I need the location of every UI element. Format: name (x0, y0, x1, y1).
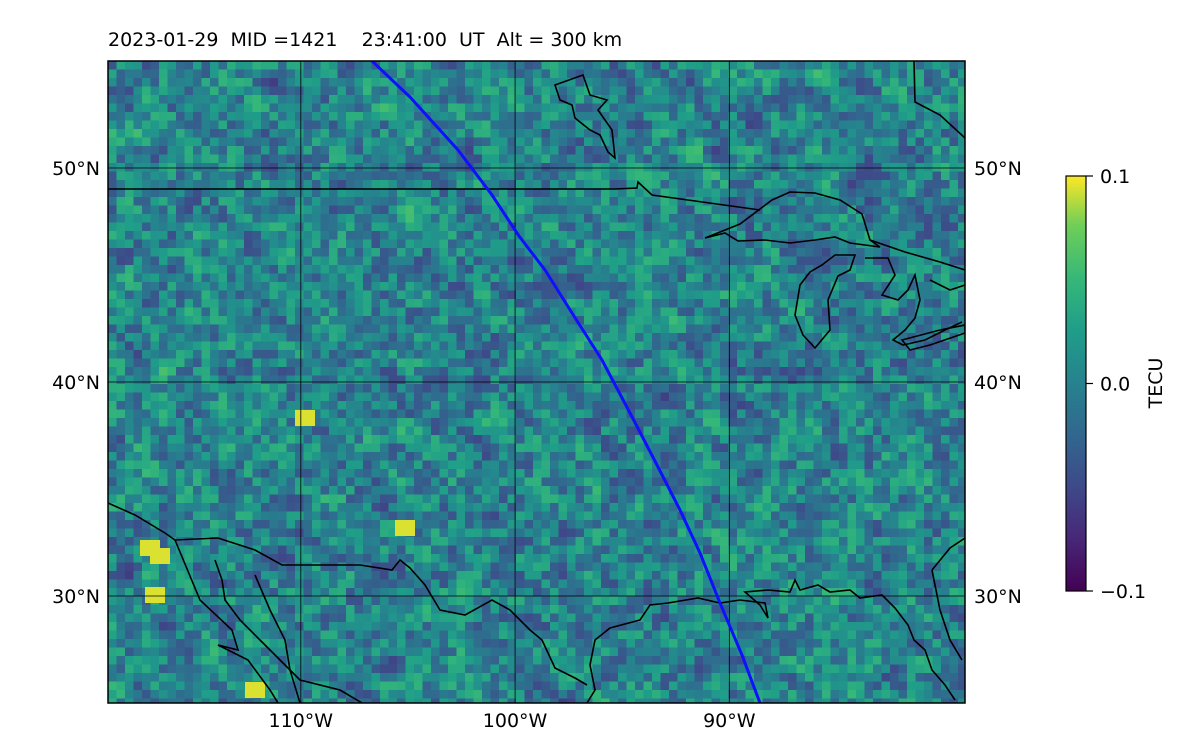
lat-tick-label-left: 50°N (52, 158, 100, 180)
colorbar-tick-label: 0.0 (1100, 374, 1130, 396)
lat-tick-label-right: 40°N (974, 372, 1022, 394)
lon-tick-label: 100°W (483, 710, 548, 732)
lat-tick-label-left: 40°N (52, 372, 100, 394)
colorbar-label: TECU (1145, 358, 1167, 409)
lat-tick-label-left: 30°N (52, 586, 100, 608)
colorbar-tick-label: −0.1 (1100, 581, 1146, 603)
tec-heatmap (108, 61, 967, 708)
lon-tick-label: 90°W (703, 710, 756, 732)
lon-tick-labels: 110°W 100°W 90°W (269, 710, 756, 732)
colorbar-ticks: 0.1 0.0 −0.1 (1086, 166, 1146, 603)
lat-tick-label-right: 50°N (974, 158, 1022, 180)
colorbar-tick-label: 0.1 (1100, 166, 1130, 188)
lat-tick-label-right: 30°N (974, 586, 1022, 608)
lon-tick-label: 110°W (269, 710, 334, 732)
colorbar: 0.1 0.0 −0.1 (1066, 166, 1146, 603)
colorbar-gradient (1066, 176, 1086, 591)
